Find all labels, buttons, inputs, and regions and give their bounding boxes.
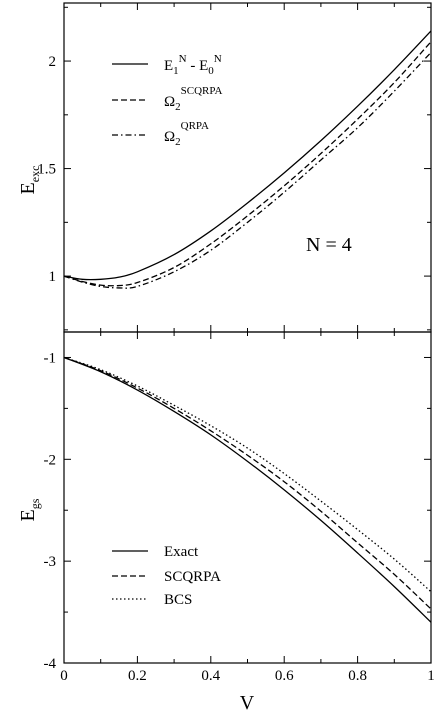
bottom-panel-frame xyxy=(63,331,432,664)
top-y-axis-label: Eexc xyxy=(17,166,42,195)
x-tick-label-4: 0.8 xyxy=(348,668,367,684)
y-tick-label-0-0: 1 xyxy=(49,269,57,285)
y-tick-label-0-1: 1.5 xyxy=(37,162,56,178)
series-line-top-e1n-e0n xyxy=(63,30,432,281)
legend-label-scqrpa: SCQRPA xyxy=(164,569,221,585)
data-curves xyxy=(63,30,432,623)
legend-label-omega-scqrpa: Ω2SCQRPA xyxy=(164,85,222,113)
y-tick-label-1-0: -1 xyxy=(44,350,57,366)
series-line-bottom-scqrpa xyxy=(63,356,432,610)
n-equals-annotation: N = 4 xyxy=(306,234,352,256)
x-tick-label-0: 0 xyxy=(60,668,68,684)
series-line-top-2-scqrpa xyxy=(63,41,432,287)
series-line-bottom-bcs xyxy=(63,356,432,593)
y-tick-label-1-3: -4 xyxy=(44,656,57,672)
y-tick-label-1-2: -3 xyxy=(44,554,57,570)
legend-label-omega-qrpa: Ω2QRPA xyxy=(164,120,209,148)
axis-tick-labels: 1 1.5 2 -1 -2 -3 -40 0.2 0.4 0.6 0.8 1 xyxy=(37,54,435,684)
top-panel-frame xyxy=(63,2,432,333)
axis-ticks xyxy=(63,3,432,664)
bottom-y-axis-label: Egs xyxy=(17,498,42,521)
legend-label-exact: Exact xyxy=(164,544,199,560)
x-tick-label-1: 0.2 xyxy=(128,668,147,684)
x-tick-label-5: 1 xyxy=(427,668,435,684)
legend-label-exact-gap: E1N - E0N xyxy=(164,53,222,77)
y-tick-label-0-2: 2 xyxy=(49,54,57,70)
series-line-bottom-exact xyxy=(63,356,432,623)
legend-label-bcs: BCS xyxy=(164,592,192,608)
bottom-legend: Exact SCQRPA BCS xyxy=(112,544,221,608)
x-axis-label: V xyxy=(240,692,255,714)
x-tick-label-2: 0.4 xyxy=(201,668,220,684)
x-tick-label-3: 0.6 xyxy=(275,668,294,684)
top-legend: E1N - E0N Ω2SCQRPA Ω2QRPA xyxy=(112,53,222,148)
y-tick-label-1-1: -2 xyxy=(44,452,57,468)
